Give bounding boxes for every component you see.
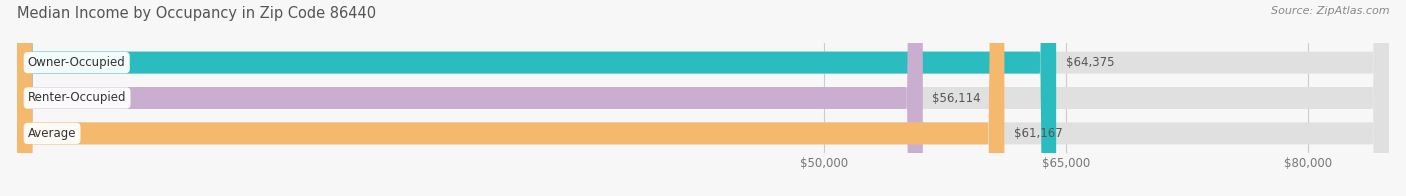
FancyBboxPatch shape <box>17 0 922 196</box>
FancyBboxPatch shape <box>17 0 1056 196</box>
FancyBboxPatch shape <box>17 0 1389 196</box>
Text: $61,167: $61,167 <box>1014 127 1063 140</box>
Text: Renter-Occupied: Renter-Occupied <box>28 92 127 104</box>
Text: $64,375: $64,375 <box>1066 56 1115 69</box>
FancyBboxPatch shape <box>17 0 1389 196</box>
Text: Source: ZipAtlas.com: Source: ZipAtlas.com <box>1271 6 1389 16</box>
FancyBboxPatch shape <box>17 0 1389 196</box>
Text: Owner-Occupied: Owner-Occupied <box>28 56 125 69</box>
Text: Average: Average <box>28 127 76 140</box>
Text: Median Income by Occupancy in Zip Code 86440: Median Income by Occupancy in Zip Code 8… <box>17 6 375 21</box>
FancyBboxPatch shape <box>17 0 1004 196</box>
Text: $56,114: $56,114 <box>932 92 981 104</box>
